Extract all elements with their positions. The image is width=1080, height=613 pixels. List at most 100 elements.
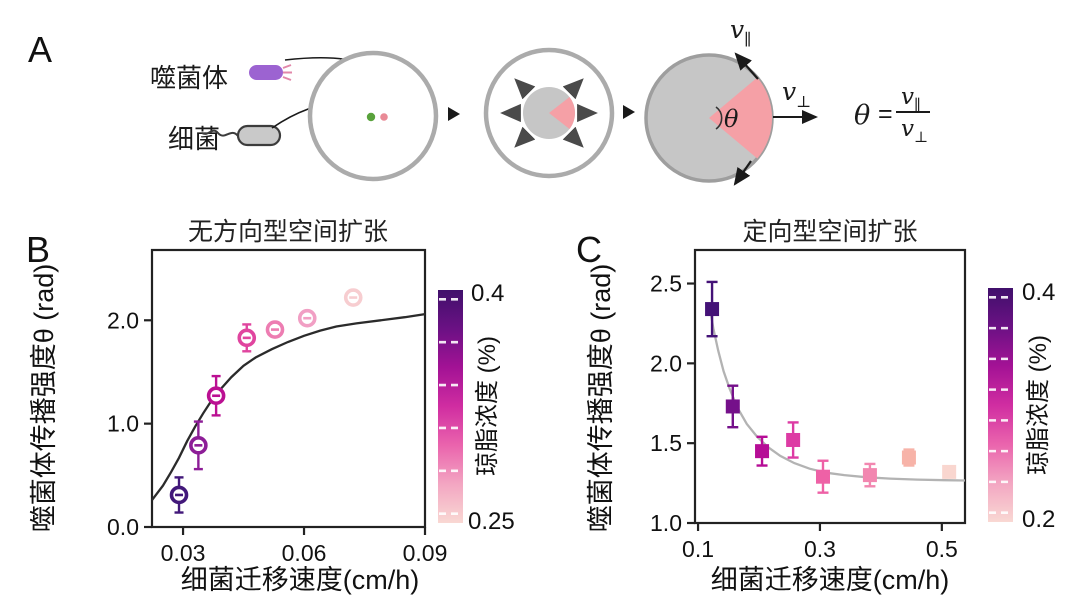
x-tick-label: 0.03: [161, 540, 206, 566]
plate-final: θ v ∥ v ⊥: [644, 15, 818, 186]
panel-a: A 噬菌体 细菌: [28, 15, 930, 186]
x-tick-label: 0.1: [682, 536, 714, 562]
y-tick-label: 1.0: [107, 411, 139, 437]
phage-icon: [249, 64, 292, 81]
panel-c-colorbar-max: 0.4: [1022, 279, 1055, 306]
panel-c-colorbar: 0.4 0.2 琼脂浓度 (%): [988, 279, 1055, 533]
theta-angle-arc: [715, 106, 723, 130]
panel-c-colorbar-min: 0.2: [1022, 506, 1055, 533]
v-parallel-sub: ∥: [744, 30, 751, 49]
panel-b-letter: B: [26, 229, 50, 270]
panel-a-letter: A: [28, 29, 52, 70]
bacteria-flagellum: [201, 129, 239, 137]
plate-expansion: [483, 47, 615, 179]
formula-theta: θ: [854, 100, 870, 131]
panel-c-colorbar-bar: [988, 288, 1013, 522]
panel-b-colorbar-label: 琼脂浓度 (%): [474, 336, 501, 476]
marker-filled-square: [815, 469, 830, 484]
data-point: [862, 462, 877, 488]
phage-tail-fibers: [282, 64, 292, 81]
formula-equals: =: [878, 100, 893, 128]
panel-b-colorbar-ticks: [439, 298, 462, 515]
data-point: [815, 459, 830, 494]
expansion-arrows: [500, 78, 598, 148]
v-parallel-base: v: [730, 15, 744, 44]
data-point: [755, 435, 770, 467]
x-tick-label: 0.3: [804, 536, 836, 562]
data-point: [786, 421, 801, 459]
theta-symbol: θ: [724, 105, 739, 133]
y-tick-label: 2.0: [107, 307, 139, 333]
phage-dot: [380, 113, 388, 121]
formula-num-sub: ∥: [914, 96, 921, 114]
data-point: [206, 374, 226, 417]
panel-c-plot-frame: [693, 248, 967, 525]
panel-c-plot-area: 0.1 0.3 0.5 1.0 1.5 2.0 2.5: [650, 271, 966, 562]
data-point: [343, 288, 363, 307]
y-tick-label: 1.5: [650, 430, 682, 456]
data-point: [901, 448, 916, 467]
v-parallel-label: v ∥: [730, 15, 751, 49]
phage-label: 噬菌体: [150, 63, 228, 93]
step-arrow-2-icon: [623, 105, 635, 119]
panel-b-colorbar: 0.4 0.25 琼脂浓度 (%): [438, 280, 515, 535]
marker-filled-square: [942, 464, 957, 479]
panel-c: C 定向型空间扩张 0.1 0.3 0.5 1.0 1.5 2.0 2.5 噬菌体传播强度θ…: [576, 218, 1055, 595]
marker-filled-square: [755, 444, 770, 459]
panel-b-colorbar-bar: [438, 290, 463, 523]
panel-c-title: 定向型空间扩张: [742, 218, 917, 246]
plaque-wedge-small: [549, 97, 576, 129]
panel-b-title: 无方向型空间扩张: [188, 218, 388, 246]
fit-curve: [707, 302, 966, 482]
step-arrow-1-icon: [448, 107, 460, 121]
y-tick-label: 1.0: [650, 510, 682, 536]
expand-arrow-down-left: [514, 126, 536, 148]
expand-arrow-up-right: [562, 78, 584, 100]
plaque-wedge-large: [709, 77, 773, 159]
panel-b-colorbar-max: 0.4: [471, 280, 504, 307]
x-tick-label: 0.5: [926, 536, 958, 562]
bacteria-icon: [201, 124, 282, 147]
phage-body: [249, 65, 283, 80]
data-point: [265, 320, 285, 339]
panel-c-y-axis-label: 噬菌体传播强度θ (rad): [586, 264, 616, 533]
y-tick-label: 2.5: [650, 271, 682, 297]
marker-filled-square: [901, 450, 916, 465]
panel-b-colorbar-min: 0.25: [468, 508, 515, 535]
fit-curve: [151, 312, 426, 501]
marker-filled-square: [786, 432, 801, 447]
v-perp-base: v: [782, 77, 796, 106]
expand-arrow-up-left: [514, 78, 536, 100]
bacteria-label: 细菌: [168, 124, 220, 154]
panel-b-x-axis-label: 细菌迁移速度(cm/h): [181, 565, 420, 595]
panel-b-plot-area: 0.03 0.06 0.09 0.0 1.0 2.0: [107, 288, 448, 566]
marker-filled-square: [705, 302, 720, 317]
bacteria-body: [236, 124, 282, 147]
panel-c-colorbar-ticks: [989, 296, 1012, 514]
v-perp-sub: ⊥: [796, 92, 811, 111]
v-parallel-arrow-bottom: [733, 160, 752, 186]
formula-den-sub: ⊥: [914, 128, 928, 146]
theta-formula: θ = v ∥ v ⊥: [854, 84, 930, 146]
formula-den-base: v: [901, 116, 914, 142]
y-tick-label: 2.0: [650, 350, 682, 376]
panel-b-y-axis-label: 噬菌体传播强度θ (rad): [29, 264, 59, 533]
x-tick-label: 0.09: [403, 540, 448, 566]
y-tick-label: 0.0: [107, 514, 139, 540]
panel-c-letter: C: [576, 229, 602, 270]
panel-c-x-axis-label: 细菌迁移速度(cm/h): [711, 565, 950, 595]
marker-filled-square: [862, 468, 877, 483]
data-point: [705, 280, 720, 338]
panel-c-colorbar-label: 琼脂浓度 (%): [1025, 335, 1052, 475]
data-point: [237, 323, 257, 353]
v-parallel-arrow: [734, 52, 759, 80]
plate-inoculation: [307, 50, 439, 182]
data-point: [297, 308, 317, 328]
bacteria-dot: [366, 112, 376, 122]
expand-arrow-down-right: [562, 126, 584, 148]
data-point: [942, 464, 957, 479]
panel-b-plot-frame: [150, 248, 427, 529]
marker-filled-square: [725, 399, 740, 414]
